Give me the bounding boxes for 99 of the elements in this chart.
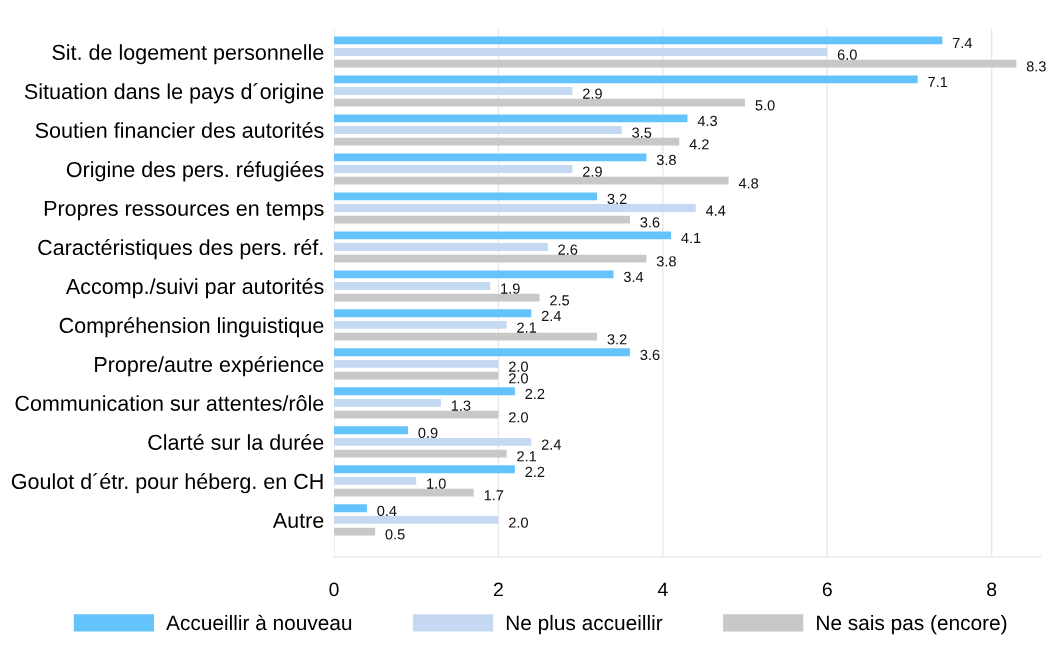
- bar: [334, 243, 548, 251]
- bar: [334, 399, 441, 407]
- bar: [334, 309, 532, 318]
- bar: [334, 48, 828, 56]
- bar: [334, 516, 499, 524]
- bar: [334, 87, 573, 95]
- data-label: 2.0: [509, 412, 528, 423]
- data-label: 2.9: [583, 166, 602, 177]
- data-label: 2.9: [583, 88, 602, 99]
- data-label: 2.4: [541, 439, 562, 450]
- data-label: 2.4: [541, 310, 562, 321]
- bar: [334, 75, 918, 84]
- data-label: 2.0: [509, 361, 528, 372]
- data-label: 4.2: [689, 139, 709, 150]
- data-label: 2.2: [525, 388, 545, 399]
- bar: [334, 477, 417, 485]
- x-tick-label: 0: [329, 582, 339, 597]
- data-label: 3.4: [623, 271, 644, 283]
- y-tick-label: Communication sur attentes/rôle: [15, 395, 324, 411]
- bar: [334, 165, 573, 173]
- y-tick-label: Compréhension linguistique: [59, 317, 324, 338]
- data-label: 3.6: [640, 349, 660, 361]
- bar: [334, 137, 680, 146]
- data-label: 2.1: [517, 322, 537, 333]
- data-label: 2.0: [509, 517, 528, 528]
- data-label: 1.9: [501, 283, 520, 294]
- bar: [334, 114, 688, 123]
- data-label: 3.8: [656, 256, 676, 267]
- legend-label: Ne plus accueillir: [506, 614, 663, 635]
- bar: [334, 293, 540, 302]
- x-tick-label: 8: [987, 582, 997, 597]
- data-label: 0.5: [385, 529, 405, 540]
- bar: [334, 465, 515, 474]
- bar: [334, 321, 507, 329]
- data-label: 5.0: [755, 100, 775, 111]
- data-label: 1.3: [451, 400, 471, 411]
- y-tick-label: Soutien financier des autorités: [35, 121, 324, 138]
- bar: [334, 371, 499, 380]
- x-tick-label: 6: [822, 582, 832, 597]
- data-label: 1.7: [484, 490, 504, 501]
- data-label: 4.8: [738, 178, 759, 189]
- bar: [334, 410, 499, 419]
- bar: [334, 98, 746, 107]
- data-label: 4.3: [697, 115, 717, 127]
- data-label: 0.4: [377, 505, 397, 517]
- bar: [334, 282, 491, 290]
- bar: [334, 449, 507, 458]
- data-label: 1.0: [427, 478, 446, 489]
- y-tick-label: Propres ressources en temps: [44, 200, 324, 221]
- legend-label: Ne sais pas (encore): [817, 614, 1007, 635]
- bar: [334, 204, 696, 212]
- bar: [334, 438, 532, 446]
- y-tick-label: Propre/autre expérience: [95, 356, 324, 377]
- bar: [334, 527, 376, 536]
- x-tick-label: 4: [657, 582, 668, 597]
- data-label: 2.0: [509, 373, 528, 384]
- bar: [334, 504, 367, 513]
- y-tick-label: Origine des pers. réfugiées: [66, 161, 324, 182]
- data-label: 7.1: [928, 76, 948, 87]
- y-tick-label: Goulot d´étr. pour héberg. en CH: [11, 473, 323, 494]
- y-tick-label: Accomp./suivi par autorités: [65, 278, 324, 299]
- data-label: 3.2: [607, 193, 627, 205]
- bar: [334, 192, 598, 201]
- y-tick-label: Caractéristiques des pers. réf.: [38, 239, 323, 260]
- data-label: 3.6: [640, 217, 660, 228]
- data-label: 0.9: [418, 427, 438, 439]
- bar: [334, 215, 630, 224]
- data-label: 3.2: [607, 334, 627, 345]
- y-tick-label: Clarté sur la durée: [148, 433, 324, 450]
- data-label: 2.2: [525, 466, 545, 477]
- data-label: 2.6: [558, 244, 578, 255]
- bar: [334, 36, 943, 45]
- data-label: 4.1: [681, 232, 701, 243]
- data-label: 8.3: [1026, 61, 1046, 72]
- bar: [334, 153, 647, 162]
- bar: [334, 270, 614, 279]
- bar: [334, 59, 1017, 68]
- bar: [334, 426, 408, 435]
- data-label: 2.1: [517, 451, 537, 462]
- y-tick-label: Autre: [272, 512, 324, 528]
- legend-label: Accueillir à nouveau: [166, 614, 352, 631]
- bar: [334, 176, 729, 185]
- bar: [334, 488, 474, 497]
- data-label: 2.5: [550, 295, 570, 306]
- bar: [334, 348, 630, 357]
- data-label: 7.4: [952, 37, 973, 48]
- y-tick-label: Situation dans le pays d´origine: [24, 83, 324, 104]
- y-tick-label: Sit. de logement personnelle: [52, 44, 324, 65]
- data-label: 3.8: [656, 154, 676, 166]
- x-tick-label: 2: [493, 582, 503, 597]
- bar: [334, 126, 622, 134]
- bar: [334, 254, 647, 263]
- bar: [334, 231, 672, 240]
- data-label: 6.0: [837, 49, 857, 60]
- bar: [334, 387, 515, 396]
- bar: [334, 332, 598, 341]
- data-label: 4.4: [705, 205, 726, 216]
- bar: [334, 360, 499, 368]
- data-label: 3.5: [632, 127, 652, 138]
